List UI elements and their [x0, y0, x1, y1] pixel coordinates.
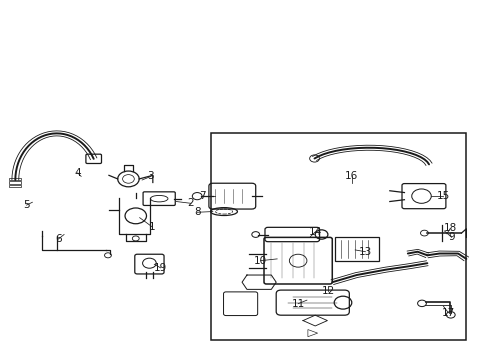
- Text: 8: 8: [194, 207, 200, 217]
- Text: 16: 16: [345, 171, 358, 181]
- Text: 5: 5: [23, 200, 30, 210]
- Text: 3: 3: [147, 171, 154, 181]
- Text: 11: 11: [291, 299, 304, 309]
- Bar: [211, 134, 466, 339]
- Text: 18: 18: [443, 224, 456, 233]
- Text: 14: 14: [308, 227, 321, 237]
- Text: 9: 9: [447, 232, 454, 242]
- Text: 2: 2: [187, 198, 194, 208]
- Text: 10: 10: [253, 256, 266, 266]
- Text: 17: 17: [441, 308, 454, 318]
- Text: 4: 4: [74, 168, 81, 178]
- Text: 15: 15: [436, 191, 449, 201]
- Text: 7: 7: [198, 191, 205, 201]
- Text: 19: 19: [154, 263, 167, 273]
- Text: 13: 13: [358, 247, 371, 257]
- Text: 6: 6: [55, 234, 61, 244]
- Text: 1: 1: [148, 222, 155, 231]
- Text: 12: 12: [321, 286, 334, 296]
